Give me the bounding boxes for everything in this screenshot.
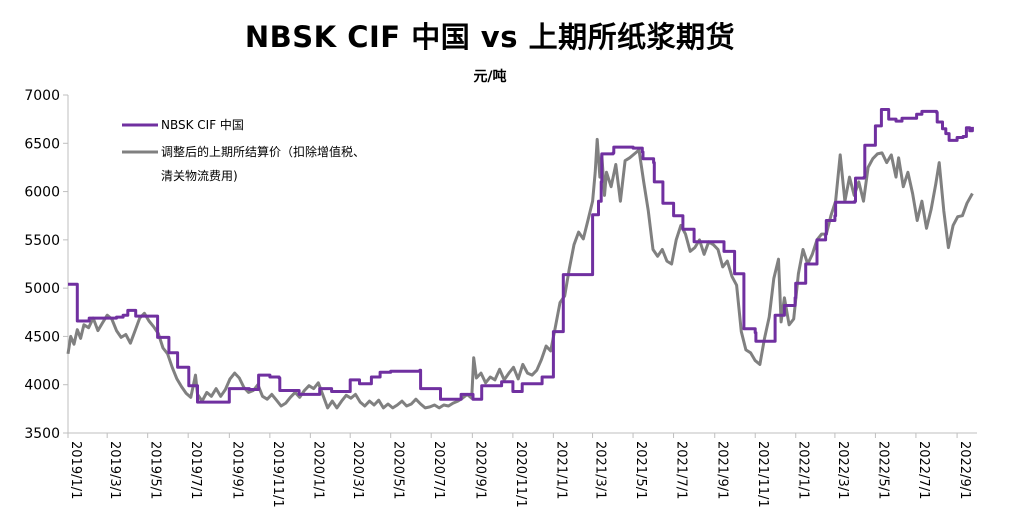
x-tick-label: 2022/1/1	[796, 441, 811, 499]
x-tick-label: 2021/5/1	[633, 441, 648, 499]
y-tick-label: 5000	[24, 281, 60, 297]
legend-label-shfe: 调整后的上期所结算价（扣除增值税、清关物流费用)	[161, 144, 365, 183]
x-tick-label: 2019/5/1	[148, 441, 163, 499]
axes: 3500 4000 4500 5000 5500 6000 6500 7000 2019/1/1…	[24, 88, 977, 508]
x-tick-label: 2019/9/1	[229, 441, 244, 499]
x-tick-label: 2021/9/1	[715, 441, 730, 499]
x-tick-label: 2019/7/1	[188, 441, 203, 499]
x-tick-label: 2020/9/1	[472, 441, 487, 499]
y-tick-label: 4000	[24, 378, 60, 394]
x-tick-label: 2021/7/1	[674, 441, 689, 499]
x-tick-label: 2019/11/1	[270, 441, 285, 508]
y-tick-label: 3500	[24, 426, 60, 442]
x-tick-label: 2022/5/1	[875, 441, 890, 499]
y-tick-label: 6000	[24, 185, 60, 201]
x-tick-label: 2021/1/1	[553, 441, 568, 499]
series-layer	[66, 108, 974, 410]
y-tick-label: 5500	[24, 233, 60, 249]
x-tick-label: 2022/9/1	[957, 441, 972, 499]
x-tick-label: 2020/7/1	[431, 441, 446, 499]
legend-label-nbsk: NBSK CIF 中国	[161, 117, 244, 132]
x-tick-label: 2022/3/1	[835, 441, 850, 499]
y-tick-label: 6500	[24, 136, 60, 152]
x-tick-label: 2021/3/1	[593, 441, 608, 499]
shfe-pulp-futures-series-line	[66, 137, 974, 410]
x-tick-label: 2019/3/1	[107, 441, 122, 499]
y-unit-label: 元/吨	[473, 69, 507, 85]
x-tick-label: 2020/3/1	[350, 441, 365, 499]
x-tick-label: 2020/11/1	[513, 441, 528, 508]
y-tick-label: 7000	[24, 88, 60, 104]
x-tick-label: 2022/7/1	[916, 441, 931, 499]
x-tick-label: 2020/5/1	[391, 441, 406, 499]
x-tick-label: 2021/11/1	[755, 441, 770, 508]
y-tick-label: 4500	[24, 329, 60, 345]
chart-title: NBSK CIF 中国 vs 上期所纸浆期货	[244, 20, 736, 54]
x-tick-label: 2020/1/1	[310, 441, 325, 499]
nbsk-cif-series-line	[68, 108, 974, 404]
x-tick-label: 2019/1/1	[68, 441, 83, 499]
